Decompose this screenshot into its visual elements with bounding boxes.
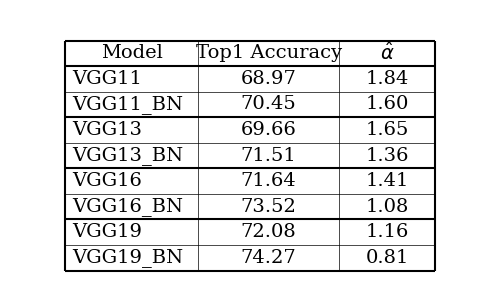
- Text: 1.08: 1.08: [366, 198, 409, 216]
- Text: 1.60: 1.60: [366, 95, 409, 113]
- Text: 69.66: 69.66: [241, 121, 297, 139]
- Text: Top1 Accuracy: Top1 Accuracy: [196, 44, 342, 62]
- Text: 0.81: 0.81: [366, 249, 409, 267]
- Text: 74.27: 74.27: [241, 249, 297, 267]
- Text: 73.52: 73.52: [241, 198, 297, 216]
- Text: 1.41: 1.41: [366, 172, 409, 190]
- Text: VGG13: VGG13: [72, 121, 142, 139]
- Text: 1.16: 1.16: [366, 223, 409, 241]
- Text: VGG19_BN: VGG19_BN: [72, 248, 183, 267]
- Text: VGG16_BN: VGG16_BN: [72, 197, 183, 216]
- Text: Model: Model: [101, 44, 163, 62]
- Text: 71.51: 71.51: [241, 147, 297, 164]
- Text: 70.45: 70.45: [241, 95, 297, 113]
- Text: 71.64: 71.64: [241, 172, 297, 190]
- Text: 1.65: 1.65: [366, 121, 409, 139]
- Text: 68.97: 68.97: [241, 70, 297, 88]
- Text: VGG11: VGG11: [72, 70, 142, 88]
- Text: 1.84: 1.84: [366, 70, 409, 88]
- Text: VGG11_BN: VGG11_BN: [72, 95, 183, 114]
- Text: VGG19: VGG19: [72, 223, 142, 241]
- Text: VGG13_BN: VGG13_BN: [72, 146, 183, 165]
- Text: VGG16: VGG16: [72, 172, 142, 190]
- Text: 1.36: 1.36: [366, 147, 409, 164]
- Text: 72.08: 72.08: [241, 223, 297, 241]
- Text: $\hat{\alpha}$: $\hat{\alpha}$: [380, 42, 394, 64]
